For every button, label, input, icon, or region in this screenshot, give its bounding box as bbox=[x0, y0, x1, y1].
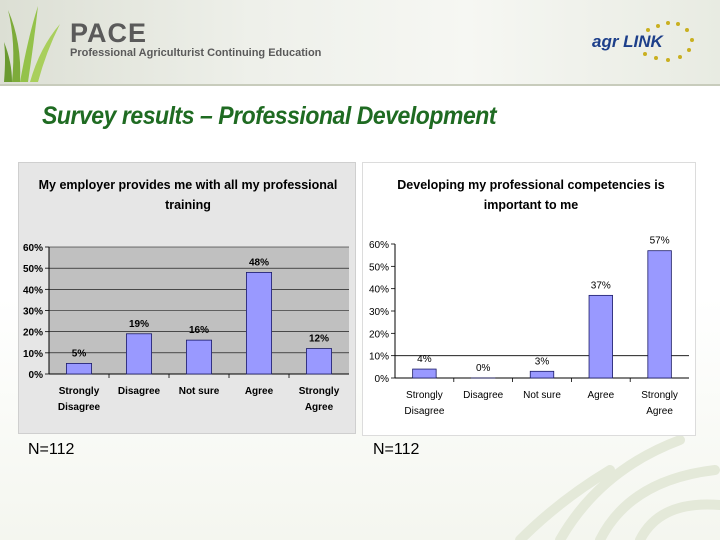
header-banner bbox=[0, 0, 720, 84]
y-tick-label: 30% bbox=[23, 307, 43, 318]
y-tick-label: 30% bbox=[369, 307, 389, 318]
y-tick-label: 60% bbox=[369, 240, 389, 251]
data-label: 16% bbox=[189, 325, 209, 336]
bar-5 bbox=[305, 348, 332, 375]
bar-1 bbox=[66, 363, 93, 375]
data-label: 37% bbox=[591, 280, 611, 291]
x-tick-label: Disagree bbox=[404, 406, 444, 417]
y-tick-label: 60% bbox=[23, 243, 43, 254]
chart-title-line: important to me bbox=[484, 198, 578, 212]
data-label: 5% bbox=[72, 348, 87, 359]
agrilink-logo: agr LINK bbox=[592, 21, 694, 62]
bar-4 bbox=[588, 294, 613, 379]
bar-1 bbox=[412, 368, 437, 379]
x-tick-label: Strongly bbox=[406, 390, 443, 401]
sample-size-label-left: N=112 bbox=[28, 441, 75, 458]
grass-logo-icon bbox=[4, 6, 60, 82]
x-tick-label: Not sure bbox=[523, 390, 561, 401]
bar-chart-employer-training: My employer provides me with all my prof… bbox=[23, 178, 349, 413]
header-divider bbox=[0, 84, 720, 86]
chart-title-line: My employer provides me with all my prof… bbox=[39, 178, 338, 192]
bar-3 bbox=[529, 370, 555, 379]
y-tick-label: 10% bbox=[23, 349, 43, 360]
slide-title: Survey results – Professional Developmen… bbox=[42, 102, 497, 130]
pace-logo-title: PACE bbox=[70, 18, 148, 48]
chart-title-line: training bbox=[165, 198, 211, 212]
agrilink-logo-text: agr LINK bbox=[592, 32, 665, 51]
pace-logo-subtitle: Professional Agriculturist Continuing Ed… bbox=[70, 47, 322, 59]
data-label: 4% bbox=[417, 354, 432, 365]
data-label: 57% bbox=[650, 236, 670, 247]
bar-4 bbox=[245, 272, 272, 375]
bar-5 bbox=[647, 250, 672, 379]
y-tick-label: 0% bbox=[375, 374, 390, 385]
data-label: 3% bbox=[535, 356, 550, 367]
y-tick-label: 0% bbox=[29, 370, 44, 381]
chart-title-line: Developing my professional competencies … bbox=[397, 178, 664, 192]
bar-3 bbox=[185, 339, 212, 375]
y-tick-label: 40% bbox=[369, 285, 389, 296]
x-tick-label: Strongly bbox=[299, 386, 340, 397]
y-tick-label: 20% bbox=[23, 328, 43, 339]
x-tick-label: Strongly bbox=[59, 386, 100, 397]
data-label: 12% bbox=[309, 334, 329, 345]
x-tick-label: Not sure bbox=[179, 386, 220, 397]
y-tick-label: 40% bbox=[23, 285, 43, 296]
x-tick-label: Agree bbox=[245, 386, 274, 397]
sample-size-label-right: N=112 bbox=[373, 441, 420, 458]
y-tick-label: 50% bbox=[369, 262, 389, 273]
x-tick-label: Agree bbox=[587, 390, 614, 401]
x-tick-label: Disagree bbox=[58, 402, 101, 413]
y-tick-label: 20% bbox=[369, 329, 389, 340]
data-label: 0% bbox=[476, 363, 491, 374]
y-tick-label: 50% bbox=[23, 264, 43, 275]
x-tick-label: Disagree bbox=[118, 386, 161, 397]
chart-panel-employer-training: My employer provides me with all my prof… bbox=[18, 162, 356, 434]
x-tick-label: Agree bbox=[646, 406, 673, 417]
chart-panel-competencies: Developing my professional competencies … bbox=[362, 162, 696, 436]
y-tick-label: 10% bbox=[369, 352, 389, 363]
data-label: 19% bbox=[129, 319, 149, 330]
x-tick-label: Agree bbox=[305, 402, 334, 413]
bar-chart-competencies: Developing my professional competencies … bbox=[369, 178, 689, 417]
bar-2 bbox=[126, 333, 153, 375]
x-tick-label: Strongly bbox=[641, 390, 678, 401]
data-label: 48% bbox=[249, 257, 269, 268]
x-tick-label: Disagree bbox=[463, 390, 503, 401]
